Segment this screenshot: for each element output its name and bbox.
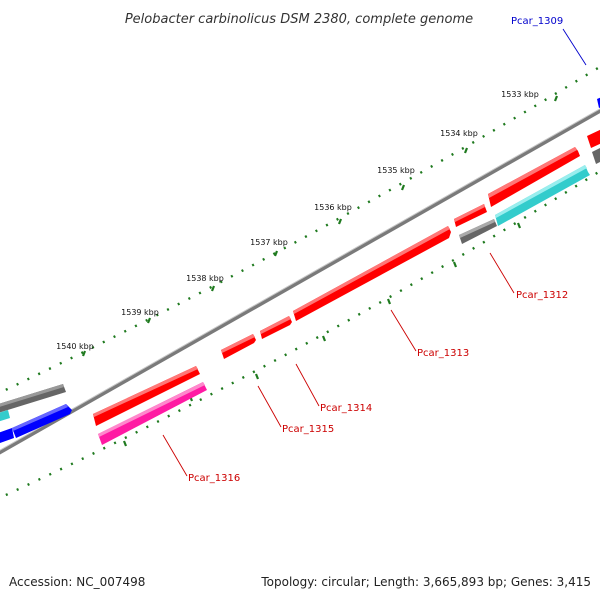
gene-feature-gray-left-upper[interactable] bbox=[0, 384, 66, 413]
tick-label-1533: 1533 kbp bbox=[501, 90, 539, 99]
gene-label-pcar-1315[interactable]: Pcar_1315 bbox=[282, 424, 334, 435]
gene-leader-lines bbox=[162, 28, 587, 477]
forward-strand-genes bbox=[0, 96, 600, 444]
gene-feature-blue-left-1[interactable] bbox=[0, 428, 14, 444]
tick-label-1539: 1539 kbp bbox=[121, 308, 159, 317]
genome-summary-text: Topology: circular; Length: 3,665,893 bp… bbox=[260, 575, 591, 589]
tick-label-1534: 1534 kbp bbox=[440, 129, 478, 138]
gene-feature-cyan-left[interactable] bbox=[0, 410, 10, 422]
gene-feature-pcar-1312b[interactable] bbox=[454, 204, 487, 227]
gene-labels: Pcar_1309 Pcar_1312 Pcar_1313 Pcar_1314 … bbox=[188, 16, 568, 484]
gene-label-pcar-1313[interactable]: Pcar_1313 bbox=[417, 348, 469, 359]
gene-label-pcar-1312[interactable]: Pcar_1312 bbox=[516, 290, 568, 301]
leader-pcar-1313 bbox=[390, 309, 417, 352]
outer-major-ticks bbox=[81, 95, 559, 357]
tick-labels: 1533 kbp 1534 kbp 1535 kbp 1536 kbp 1537… bbox=[56, 90, 539, 351]
accession-text: Accession: NC_007498 bbox=[9, 575, 145, 589]
gene-feature-cyan-right[interactable] bbox=[495, 165, 590, 226]
gene-feature-blue-top-right[interactable] bbox=[597, 96, 600, 108]
gene-label-pcar-1309[interactable]: Pcar_1309 bbox=[511, 16, 563, 27]
reverse-strand-genes bbox=[98, 165, 590, 445]
gene-feature-red-right-top[interactable] bbox=[587, 128, 600, 148]
gene-feature-pcar-1314[interactable] bbox=[260, 316, 292, 339]
tick-label-1538: 1538 kbp bbox=[186, 274, 224, 283]
gene-feature-pcar-1315[interactable] bbox=[221, 334, 256, 359]
leader-pcar-1315 bbox=[257, 385, 282, 428]
gene-feature-blue-left-2[interactable] bbox=[12, 404, 72, 438]
leader-pcar-1316 bbox=[162, 434, 188, 477]
leader-pcar-1314 bbox=[295, 363, 320, 407]
outer-ruler-ring bbox=[0, 66, 599, 394]
cds-row bbox=[93, 147, 580, 426]
tick-label-1536: 1536 kbp bbox=[314, 203, 352, 212]
gene-feature-pcar-1313[interactable] bbox=[293, 226, 451, 321]
gene-feature-pcar-1312a[interactable] bbox=[488, 147, 580, 207]
gene-label-pcar-1314[interactable]: Pcar_1314 bbox=[320, 403, 372, 414]
genome-backbone bbox=[0, 108, 600, 455]
tick-label-1540: 1540 kbp bbox=[56, 342, 94, 351]
tick-label-1537: 1537 kbp bbox=[250, 238, 288, 247]
gene-feature-gray-right-upper[interactable] bbox=[592, 146, 600, 164]
leader-pcar-1309 bbox=[562, 28, 587, 66]
gene-feature-pink-left[interactable] bbox=[98, 382, 207, 445]
gene-label-pcar-1316[interactable]: Pcar_1316 bbox=[188, 473, 240, 484]
map-title: Pelobacter carbinolicus DSM 2380, comple… bbox=[125, 12, 473, 27]
gene-feature-gray-right-lower[interactable] bbox=[459, 219, 497, 244]
tick-label-1535: 1535 kbp bbox=[377, 166, 415, 175]
gene-feature-pcar-1316-red[interactable] bbox=[93, 366, 200, 426]
leader-pcar-1312 bbox=[489, 252, 515, 294]
